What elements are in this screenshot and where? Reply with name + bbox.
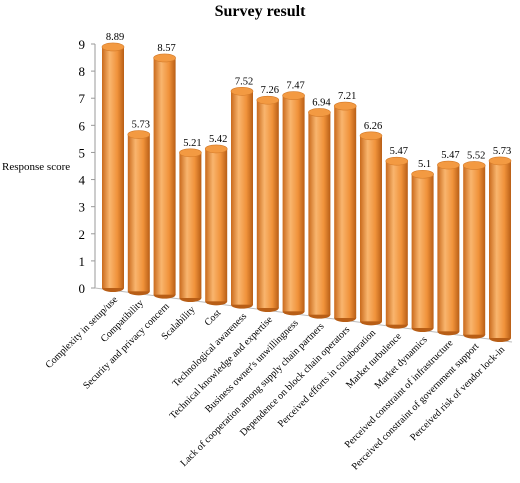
bar-part bbox=[333, 101, 357, 111]
bar bbox=[127, 130, 151, 296]
bar-part bbox=[437, 165, 460, 332]
y-tick-label: 3 bbox=[79, 200, 86, 215]
bar bbox=[282, 91, 305, 316]
bar-part bbox=[282, 95, 305, 312]
bar-part bbox=[488, 156, 512, 166]
bar bbox=[179, 148, 202, 302]
bar-part bbox=[101, 42, 125, 52]
bar-part bbox=[308, 108, 331, 117]
bar bbox=[153, 53, 176, 299]
bar-part bbox=[360, 135, 382, 322]
bar-part bbox=[385, 161, 408, 325]
y-tick-label: 5 bbox=[79, 145, 86, 160]
value-label: 7.47 bbox=[286, 81, 304, 92]
bar bbox=[385, 156, 409, 329]
bar-part bbox=[411, 169, 434, 179]
bar bbox=[333, 101, 357, 322]
x-tick-label: Perceived constraint of infrastructure bbox=[343, 337, 456, 450]
value-label: 5.73 bbox=[493, 146, 511, 157]
bar bbox=[230, 86, 254, 309]
bar-part bbox=[153, 53, 176, 63]
value-label: 5.21 bbox=[183, 138, 201, 149]
bar-part bbox=[153, 57, 176, 295]
bar-part bbox=[282, 91, 305, 100]
bar-part bbox=[256, 95, 280, 105]
bar-part bbox=[205, 148, 228, 302]
value-label: 7.21 bbox=[338, 91, 356, 102]
bar-part bbox=[385, 156, 409, 166]
value-label: 7.26 bbox=[261, 85, 279, 96]
bar bbox=[308, 108, 331, 319]
bar-part bbox=[127, 134, 150, 292]
y-tick-label: 4 bbox=[79, 173, 86, 188]
bar bbox=[411, 169, 434, 332]
bar bbox=[359, 131, 383, 326]
bar-part bbox=[411, 174, 434, 328]
bar bbox=[101, 42, 125, 292]
bar bbox=[437, 160, 460, 336]
y-tick-label: 7 bbox=[79, 91, 86, 106]
value-label: 8.89 bbox=[106, 32, 124, 43]
value-label: 5.47 bbox=[390, 146, 408, 157]
bar-part bbox=[204, 144, 228, 154]
chart-title: Survey result bbox=[215, 3, 306, 20]
value-label: 6.26 bbox=[364, 121, 382, 132]
bar-part bbox=[102, 46, 124, 288]
bar-part bbox=[230, 86, 254, 96]
y-tick-label: 9 bbox=[79, 37, 86, 52]
y-tick-label: 0 bbox=[79, 281, 86, 296]
y-axis-label: Response score bbox=[2, 161, 70, 173]
value-label: 5.47 bbox=[441, 150, 459, 161]
bar-part bbox=[231, 91, 253, 305]
bar-part bbox=[489, 160, 511, 338]
value-label: 6.94 bbox=[312, 97, 331, 108]
value-label: 5.42 bbox=[209, 134, 227, 145]
y-tick-label: 8 bbox=[79, 64, 86, 79]
bar-part bbox=[308, 112, 331, 315]
bar bbox=[488, 156, 512, 342]
bar-part bbox=[437, 160, 460, 170]
value-label: 8.57 bbox=[157, 43, 175, 54]
value-label: 5.52 bbox=[467, 150, 485, 161]
value-label: 7.52 bbox=[235, 76, 253, 87]
y-tick-label: 6 bbox=[79, 118, 86, 133]
bar-part bbox=[359, 131, 383, 141]
bar-part bbox=[462, 161, 486, 170]
x-tick-label: Cost bbox=[203, 308, 224, 329]
bar bbox=[204, 144, 228, 306]
bar bbox=[462, 161, 486, 339]
bar-part bbox=[179, 148, 202, 158]
y-tick-label: 2 bbox=[79, 227, 86, 242]
bar-part bbox=[463, 165, 486, 335]
bar bbox=[256, 95, 280, 312]
bar-part bbox=[256, 100, 279, 309]
value-label: 5.1 bbox=[418, 159, 431, 170]
bar-part bbox=[127, 130, 151, 139]
bar-part bbox=[334, 106, 357, 318]
bar-part bbox=[179, 152, 202, 298]
value-label: 5.73 bbox=[132, 120, 150, 131]
y-tick-label: 1 bbox=[79, 254, 86, 269]
